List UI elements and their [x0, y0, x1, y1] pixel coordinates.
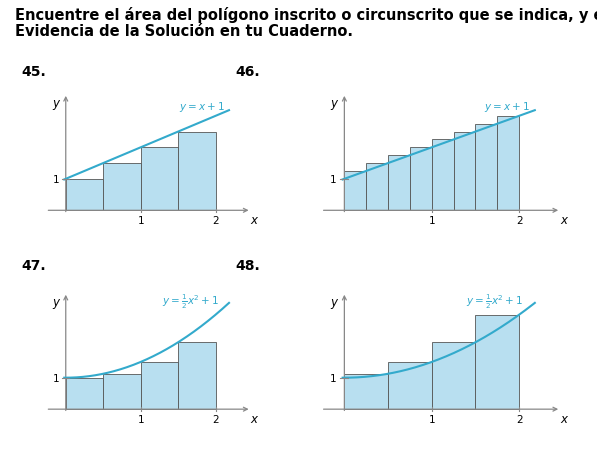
Text: $x$: $x$: [250, 412, 259, 425]
Bar: [475, 124, 497, 211]
Text: 2: 2: [212, 414, 219, 424]
Text: 1: 1: [137, 414, 144, 424]
Bar: [454, 132, 475, 211]
Text: $y = \frac{1}{2}x^2 + 1$: $y = \frac{1}{2}x^2 + 1$: [162, 292, 219, 311]
Bar: [432, 342, 475, 409]
Text: 1: 1: [137, 216, 144, 226]
Text: 47.: 47.: [21, 259, 45, 273]
Text: $y$: $y$: [330, 97, 339, 111]
Text: 1: 1: [429, 216, 435, 226]
Bar: [388, 156, 410, 211]
Bar: [475, 315, 519, 409]
Text: $x$: $x$: [250, 214, 259, 226]
Text: $y$: $y$: [52, 296, 61, 310]
Bar: [366, 164, 388, 211]
Bar: [141, 362, 178, 409]
Text: 2: 2: [212, 216, 219, 226]
Text: $y$: $y$: [52, 97, 61, 111]
Bar: [141, 148, 178, 211]
Bar: [497, 117, 519, 211]
Text: $y = \frac{1}{2}x^2 + 1$: $y = \frac{1}{2}x^2 + 1$: [466, 292, 524, 311]
Text: $x$: $x$: [560, 214, 569, 226]
Text: 46.: 46.: [236, 65, 260, 79]
Bar: [66, 378, 103, 409]
Text: Encuentre el área del polígono inscrito o circunscrito que se indica, y envía: Encuentre el área del polígono inscrito …: [15, 7, 597, 23]
Bar: [344, 374, 388, 409]
Bar: [388, 362, 432, 409]
Bar: [410, 148, 432, 211]
Bar: [178, 132, 216, 211]
Text: 1: 1: [429, 414, 435, 424]
Bar: [178, 342, 216, 409]
Bar: [103, 374, 141, 409]
Text: 2: 2: [516, 216, 522, 226]
Text: 1: 1: [53, 373, 59, 383]
Text: $y = x + 1$: $y = x + 1$: [179, 100, 224, 114]
Text: 1: 1: [330, 373, 337, 383]
Bar: [103, 164, 141, 211]
Bar: [66, 179, 103, 211]
Text: 2: 2: [516, 414, 522, 424]
Bar: [432, 140, 454, 211]
Text: $y = x + 1$: $y = x + 1$: [484, 100, 530, 114]
Text: 45.: 45.: [21, 65, 45, 79]
Text: $x$: $x$: [560, 412, 569, 425]
Text: $y$: $y$: [330, 296, 339, 310]
Text: Evidencia de la Solución en tu Cuaderno.: Evidencia de la Solución en tu Cuaderno.: [15, 23, 353, 38]
Text: 48.: 48.: [236, 259, 260, 273]
Text: 1: 1: [53, 175, 59, 184]
Bar: [344, 171, 366, 211]
Text: 1: 1: [330, 175, 337, 184]
